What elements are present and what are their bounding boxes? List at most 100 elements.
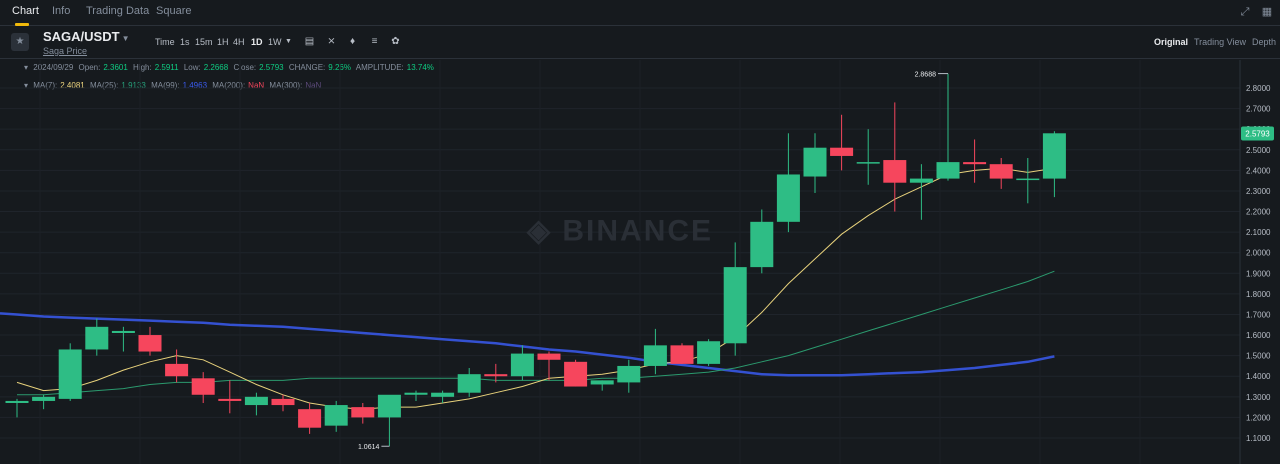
ma25-value: 1.9133: [121, 81, 146, 90]
candle-body: [697, 341, 721, 364]
tab-square[interactable]: Square: [156, 5, 192, 17]
y-tick-label: 2.0000: [1246, 249, 1271, 258]
candle-body: [85, 326, 109, 350]
candle-body: [856, 162, 880, 164]
view-depth[interactable]: Depth: [1252, 37, 1277, 47]
symbol-selector[interactable]: SAGA/USDT ▼: [43, 29, 129, 44]
indicator-icon[interactable]: ⨯: [327, 36, 336, 47]
ma7-label: MA(7):: [33, 81, 58, 90]
high-label: High:: [133, 63, 152, 72]
ma7-value: 2.4081: [60, 81, 85, 90]
y-tick-label: 1.8000: [1246, 290, 1271, 299]
ma300-value: NaN: [305, 81, 322, 90]
candle-body: [883, 160, 907, 183]
close-label: Close:: [233, 63, 257, 72]
candle-body: [431, 392, 455, 397]
low-value: 2.2668: [203, 63, 229, 72]
candle-body: [298, 409, 322, 428]
candlestick-chart[interactable]: ◈ BINANCE2.86881.06142.80002.70002.60002…: [0, 60, 1280, 464]
interval-more-chevron-icon[interactable]: ▼: [285, 38, 292, 45]
amplitude-label: AMPLITUDE:: [355, 63, 404, 72]
expand-icon[interactable]: ⤢: [1240, 6, 1250, 18]
high-value: 2.5911: [154, 63, 179, 72]
ma300-label: MA(300):: [269, 81, 303, 90]
high-marker-label: 2.8688: [915, 72, 937, 79]
top-tabs: Chart Info Trading Data Square ⤢ ▦: [0, 0, 1280, 26]
tab-chart[interactable]: Chart: [12, 5, 39, 17]
candle-body: [58, 349, 82, 399]
settings-icon[interactable]: ✿: [391, 36, 400, 47]
view-original[interactable]: Original: [1154, 37, 1189, 47]
candle-body: [963, 162, 987, 165]
view-trading-view[interactable]: Trading View: [1194, 37, 1247, 47]
candle-body: [218, 398, 242, 401]
y-tick-label: 2.7000: [1246, 105, 1271, 114]
y-tick-label: 1.3000: [1246, 393, 1271, 402]
candle-body: [750, 221, 774, 268]
ma200-value: NaN: [248, 81, 265, 90]
interval-4h[interactable]: 4H: [233, 37, 245, 47]
candle-body: [457, 374, 481, 393]
symbol-subtitle[interactable]: Saga Price: [43, 46, 88, 56]
ohlc-date: 2024/09/29: [33, 63, 74, 72]
amplitude-value: 13.74%: [406, 63, 434, 72]
interval-time[interactable]: Time: [155, 37, 175, 47]
candle-body: [989, 164, 1013, 179]
calendar-icon[interactable]: ▤: [304, 36, 315, 47]
star-icon[interactable]: ★: [11, 33, 29, 51]
ma99-label: MA(99):: [151, 81, 180, 90]
interval-1s[interactable]: 1s: [180, 37, 190, 47]
candle-body: [1016, 178, 1040, 181]
y-tick-label: 1.6000: [1246, 331, 1271, 340]
symbol-pair: SAGA/USDT: [43, 29, 120, 44]
candle-type-icon[interactable]: ♦: [349, 36, 356, 47]
candle-body: [32, 396, 56, 401]
candle-body: [723, 267, 747, 344]
candle-body: [643, 345, 667, 366]
y-tick-label: 2.2000: [1246, 208, 1271, 217]
open-value: 2.3601: [103, 63, 128, 72]
tab-trading-data[interactable]: Trading Data: [86, 5, 150, 17]
candle-body: [564, 361, 588, 387]
y-tick-label: 1.7000: [1246, 310, 1271, 319]
ma7-line: [16, 167, 1055, 410]
candle-body: [670, 345, 694, 364]
candle-body: [830, 147, 854, 156]
collapse-chevron-icon[interactable]: ▾: [24, 63, 29, 72]
y-tick-label: 2.4000: [1246, 166, 1271, 175]
candle-body: [191, 378, 215, 395]
close-value: 2.5793: [259, 63, 284, 72]
ohlc-info-row: ▾ 2024/09/29 Open: 2.3601 High: 2.5911 Low…: [22, 63, 437, 72]
candle-body: [271, 398, 295, 406]
change-label: CHANGE:: [288, 63, 326, 72]
candle-body: [111, 330, 135, 333]
current-price-tag: [1241, 126, 1274, 141]
ma200-label: MA(200):: [212, 81, 246, 90]
interval-1h[interactable]: 1H: [217, 37, 229, 47]
interval-1d[interactable]: 1D: [251, 37, 263, 47]
candle-body: [351, 407, 375, 418]
template-icon[interactable]: ≡: [371, 36, 378, 47]
candle-body: [590, 380, 614, 385]
collapse-chevron-icon[interactable]: ▾: [24, 81, 29, 90]
chart-toolbar: ★ SAGA/USDT ▼ Saga Price Time 1s 15m 1H 4…: [0, 27, 1280, 59]
candle-body: [909, 178, 933, 183]
candle-body: [803, 147, 827, 177]
candle-body: [617, 365, 641, 383]
low-marker-label: 1.0614: [358, 444, 380, 451]
interval-15m[interactable]: 15m: [195, 37, 213, 47]
chevron-down-icon: ▼: [121, 34, 130, 43]
candle-body: [1042, 133, 1066, 179]
candle-body: [244, 396, 268, 406]
active-tab-indicator: [15, 23, 29, 26]
candle-body: [377, 394, 401, 418]
ma99-value: 1.4963: [182, 81, 208, 90]
tab-info[interactable]: Info: [52, 5, 71, 17]
candle-body: [537, 353, 561, 360]
candle-body: [324, 405, 348, 426]
grid-icon[interactable]: ▦: [1261, 6, 1273, 18]
interval-1w[interactable]: 1W: [268, 37, 282, 47]
candle-body: [5, 400, 29, 403]
ma25-line: [17, 270, 1055, 396]
low-label: Low:: [183, 63, 201, 72]
